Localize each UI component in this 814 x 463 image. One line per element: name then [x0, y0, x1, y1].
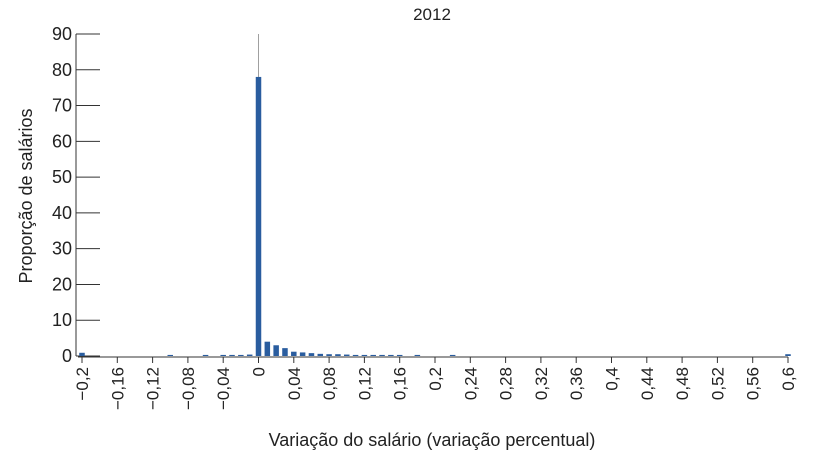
bar	[361, 354, 368, 356]
bar	[379, 354, 385, 356]
y-tick-label: 40	[52, 203, 72, 223]
y-tick-label: 50	[52, 167, 72, 187]
bar	[220, 354, 226, 356]
bar	[326, 354, 332, 356]
y-tick-label: 80	[52, 60, 72, 80]
x-tick-label: 0,32	[532, 367, 551, 400]
x-tick-label: 0,4	[603, 367, 622, 391]
x-tick-label: 0,52	[708, 367, 727, 400]
x-tick-label: −0,12	[144, 367, 163, 410]
x-tick-label: 0,28	[497, 367, 516, 400]
bar	[167, 354, 173, 356]
bar	[291, 351, 297, 356]
x-tick-label: 0,08	[320, 367, 339, 400]
x-tick-label: 0,04	[285, 367, 304, 400]
bar	[388, 354, 394, 356]
y-axis-label: Proporção de salários	[16, 108, 36, 283]
y-axis: 0 10 20 30 40 50 60 70 80 90	[52, 24, 100, 366]
bar	[255, 76, 262, 356]
y-tick-label: 0	[62, 346, 72, 366]
bar	[273, 345, 279, 356]
bar	[396, 354, 403, 356]
x-tick-label: 0,24	[461, 367, 480, 400]
y-tick-label: 30	[52, 239, 72, 259]
bars	[79, 76, 791, 356]
chart-title: 2012	[413, 5, 451, 24]
x-tick-label: −0,08	[179, 367, 198, 410]
bar	[229, 354, 235, 356]
bar	[317, 353, 324, 356]
y-tick-label: 20	[52, 274, 72, 294]
x-tick-label: −0,16	[108, 367, 127, 410]
x-tick-label: 0,56	[744, 367, 763, 400]
bar	[299, 352, 306, 356]
x-tick-label: 0	[250, 367, 269, 376]
bar	[308, 353, 315, 356]
y-tick-label: 90	[52, 24, 72, 44]
x-tick-label: 0,6	[779, 367, 798, 391]
x-tick-label: 0,16	[391, 367, 410, 400]
x-tick-label: −0,2	[73, 367, 92, 401]
bar	[414, 354, 421, 356]
x-tick-label: 0,44	[638, 367, 657, 400]
bar	[79, 352, 85, 356]
x-tick-label: 0,48	[673, 367, 692, 400]
bar	[264, 341, 271, 356]
bar	[335, 354, 341, 356]
x-tick-label: 0,2	[426, 367, 445, 391]
bar	[202, 354, 209, 356]
bar	[238, 354, 244, 356]
x-tick-label: 0,12	[355, 367, 374, 400]
y-tick-label: 60	[52, 131, 72, 151]
y-tick-label: 10	[52, 310, 72, 330]
bar	[282, 348, 288, 356]
bar	[344, 354, 350, 356]
bar	[785, 354, 791, 356]
bar	[352, 354, 359, 356]
y-tick-label: 70	[52, 96, 72, 116]
x-tick-label: −0,04	[214, 367, 233, 410]
x-tick-label: 0,36	[567, 367, 586, 400]
bar	[246, 354, 253, 356]
x-axis-label: Variação do salário (variação percentual…	[269, 430, 596, 450]
x-axis: −0,2 −0,16 −0,12 −0,08 −0,04 0 0,04 0,08 0,12 0,1…	[73, 34, 798, 410]
bar	[370, 354, 376, 356]
bar	[449, 354, 456, 356]
